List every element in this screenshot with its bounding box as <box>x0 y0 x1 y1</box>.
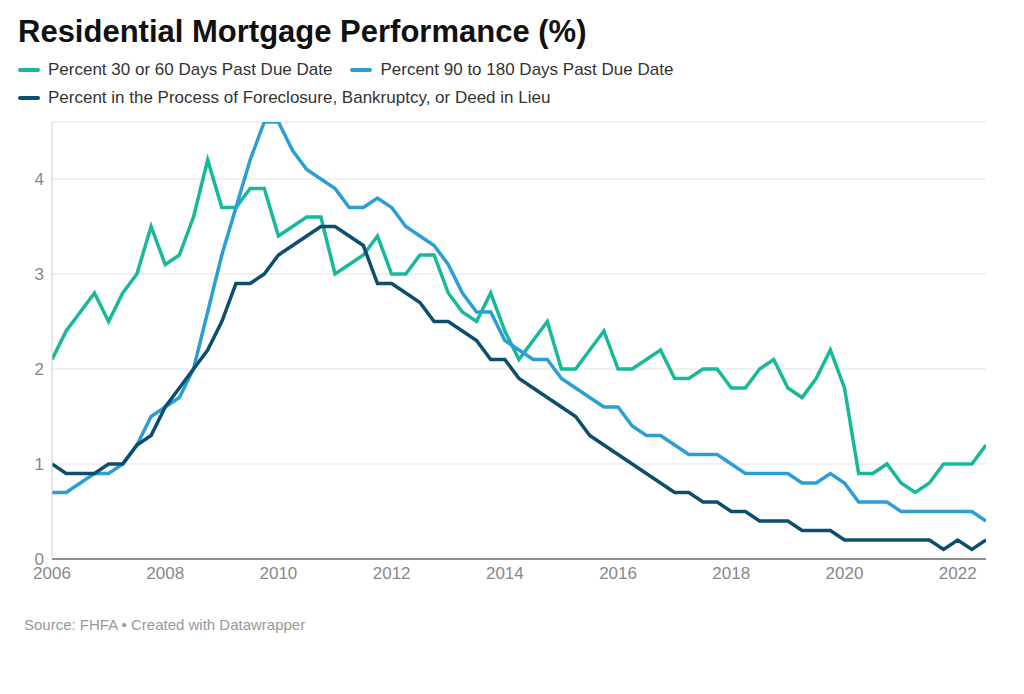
svg-text:2014: 2014 <box>486 564 524 583</box>
svg-text:0: 0 <box>35 550 44 569</box>
svg-text:4: 4 <box>35 170 44 189</box>
html-text:Residential Mortgage Performan: Residential Mortgage Performance (%) <box>18 14 587 49</box>
svg-text:2: 2 <box>35 360 44 379</box>
html-text:Percent 30 or 60 Days Past Due: Percent 30 or 60 Days Past Due Date <box>48 60 333 79</box>
svg-text:2016: 2016 <box>599 564 637 583</box>
svg-text:2008: 2008 <box>146 564 184 583</box>
svg-text:2010: 2010 <box>260 564 298 583</box>
svg-text:2020: 2020 <box>826 564 864 583</box>
svg-text:2006: 2006 <box>33 564 71 584</box>
svg-text:2012: 2012 <box>373 564 411 583</box>
html-text:Source: FHFA • Created with Da: Source: FHFA • Created with Datawrapper <box>24 616 306 633</box>
svg-text:1: 1 <box>35 455 44 474</box>
svg-text:2022: 2022 <box>939 564 977 583</box>
svg-text:3: 3 <box>35 265 44 284</box>
html-text:Percent 90 to 180 Days Past Du: Percent 90 to 180 Days Past Due Date <box>380 60 674 79</box>
html-text:Percent in the Process of Fore: Percent in the Process of Foreclosure, B… <box>48 88 551 107</box>
svg-text:2018: 2018 <box>712 564 750 583</box>
